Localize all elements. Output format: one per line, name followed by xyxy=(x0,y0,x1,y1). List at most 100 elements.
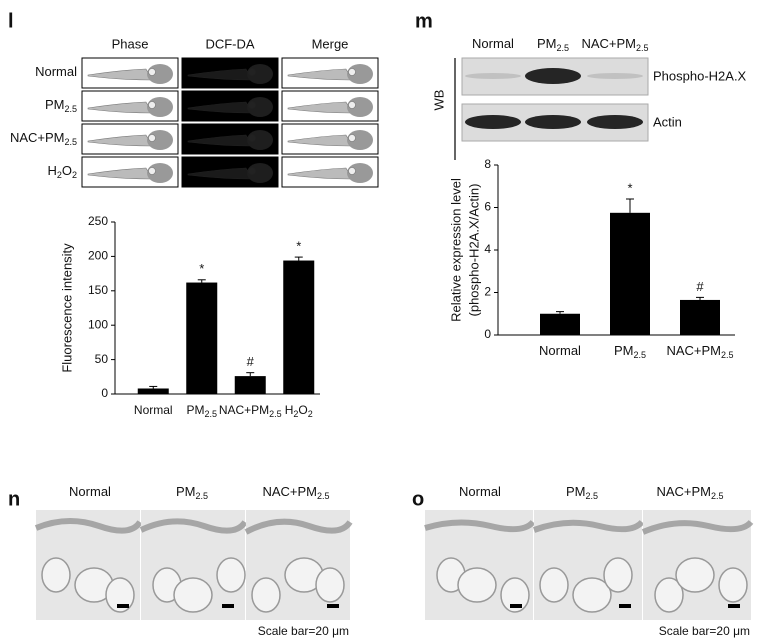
follicle xyxy=(457,567,497,603)
follicle xyxy=(41,557,71,593)
y-axis-title: Fluorescence intensity xyxy=(59,243,74,373)
epidermis xyxy=(34,517,143,534)
band xyxy=(465,115,521,129)
y-tick-label: 250 xyxy=(88,214,108,228)
band xyxy=(587,115,643,129)
zebrafish xyxy=(87,163,173,183)
row-label: Normal xyxy=(35,64,77,79)
fish-eye xyxy=(148,134,156,142)
significance-mark: * xyxy=(627,180,632,195)
y-tick-label: 100 xyxy=(88,317,108,331)
significance-mark: * xyxy=(199,261,204,276)
significance-mark: # xyxy=(247,354,255,369)
y-tick-label: 4 xyxy=(484,242,491,256)
scale-bar xyxy=(510,604,522,608)
follicle xyxy=(718,567,748,603)
zebrafish xyxy=(287,163,373,183)
follicle xyxy=(675,557,715,593)
fish-eye xyxy=(248,134,256,142)
bar xyxy=(283,260,315,394)
y-tick-label: 200 xyxy=(88,249,108,263)
follicle xyxy=(654,577,684,613)
follicle xyxy=(603,557,633,593)
y-tick-label: 50 xyxy=(95,352,109,366)
epidermis xyxy=(532,519,645,533)
follicle xyxy=(173,577,213,613)
panel-label: l xyxy=(8,10,14,32)
x-tick-label: NAC+PM2.5 xyxy=(666,343,733,360)
panel-label: n xyxy=(8,488,20,510)
column-header: Merge xyxy=(312,36,349,51)
row-label: NAC+PM2.5 xyxy=(10,130,77,147)
fish-eye xyxy=(248,68,256,76)
lane-label: PM2.5 xyxy=(537,36,569,53)
y-tick-label: 0 xyxy=(484,327,491,341)
y-axis-title: Relative expression level xyxy=(448,178,463,322)
column-header: DCF-DA xyxy=(205,36,254,51)
panel-label: o xyxy=(412,488,424,510)
zebrafish xyxy=(187,130,273,150)
x-tick-label: H2O2 xyxy=(285,403,313,419)
bar xyxy=(680,299,720,335)
zebrafish xyxy=(187,97,273,117)
panel-label: m xyxy=(415,10,433,32)
x-tick-label: Normal xyxy=(134,403,173,417)
significance-mark: * xyxy=(296,239,301,254)
scale-bar-label: Scale bar=20 μm xyxy=(659,624,750,638)
band-label: Actin xyxy=(653,114,682,129)
lane-label: NAC+PM2.5 xyxy=(581,36,648,53)
significance-mark: # xyxy=(696,279,704,294)
band-label: Phospho-H2A.X xyxy=(653,68,747,83)
bar xyxy=(137,388,169,394)
follicle xyxy=(500,577,530,613)
follicle xyxy=(539,567,569,603)
zebrafish xyxy=(87,97,173,117)
follicle xyxy=(572,577,612,613)
column-header: PM2.5 xyxy=(566,484,598,501)
scale-bar xyxy=(117,604,129,608)
fish-eye xyxy=(348,101,356,109)
column-header: NAC+PM2.5 xyxy=(656,484,723,501)
y-tick-label: 8 xyxy=(484,157,491,171)
bar xyxy=(234,376,266,394)
zebrafish xyxy=(87,64,173,84)
y-tick-label: 2 xyxy=(484,285,491,299)
column-header: Normal xyxy=(69,484,111,499)
fish-eye xyxy=(148,68,156,76)
x-tick-label: PM2.5 xyxy=(186,403,217,419)
follicle xyxy=(315,567,345,603)
fish-eye xyxy=(348,167,356,175)
scale-bar xyxy=(728,604,740,608)
zebrafish xyxy=(87,130,173,150)
zebrafish xyxy=(287,64,373,84)
row-label: H2O2 xyxy=(47,163,77,180)
column-header: Phase xyxy=(112,36,149,51)
scale-bar xyxy=(222,604,234,608)
epidermis xyxy=(139,518,248,534)
histology-image xyxy=(34,510,143,620)
fish-eye xyxy=(348,68,356,76)
row-label: PM2.5 xyxy=(45,97,77,114)
scale-bar xyxy=(619,604,631,608)
follicle xyxy=(105,577,135,613)
zebrafish xyxy=(287,97,373,117)
x-tick-label: NAC+PM2.5 xyxy=(219,403,282,419)
histology-image xyxy=(424,510,536,620)
y-tick-label: 150 xyxy=(88,283,108,297)
bar xyxy=(540,313,580,335)
lane-label: Normal xyxy=(472,36,514,51)
histology-image xyxy=(139,510,248,620)
column-header: PM2.5 xyxy=(176,484,208,501)
epidermis xyxy=(424,519,536,533)
y-tick-label: 0 xyxy=(101,386,108,400)
histology-image xyxy=(641,510,754,620)
fish-eye xyxy=(148,167,156,175)
histology-image xyxy=(532,510,645,620)
band xyxy=(587,73,643,79)
zebrafish xyxy=(187,64,273,84)
x-tick-label: PM2.5 xyxy=(614,343,646,360)
method-label: WB xyxy=(431,90,446,111)
bar xyxy=(610,212,650,335)
y-axis-title: (phospho-H2A.X/Actin) xyxy=(466,184,481,317)
follicle xyxy=(251,577,281,613)
